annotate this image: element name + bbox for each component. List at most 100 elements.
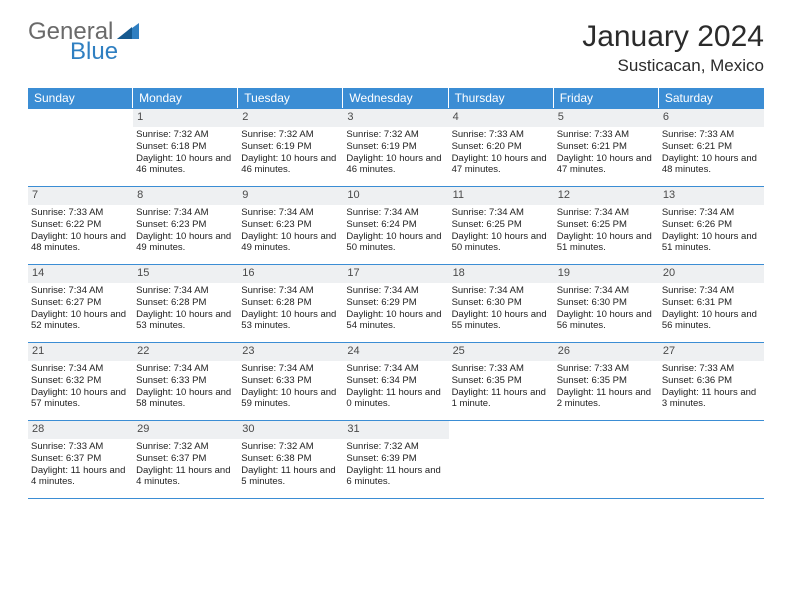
day-number: 26 bbox=[554, 343, 659, 361]
week-row: 1Sunrise: 7:32 AMSunset: 6:18 PMDaylight… bbox=[28, 108, 764, 186]
day-cell-4: 4Sunrise: 7:33 AMSunset: 6:20 PMDaylight… bbox=[449, 108, 554, 186]
day-details: Sunrise: 7:34 AMSunset: 6:25 PMDaylight:… bbox=[449, 205, 554, 259]
day-header-friday: Friday bbox=[554, 88, 659, 108]
day-cell-19: 19Sunrise: 7:34 AMSunset: 6:30 PMDayligh… bbox=[554, 264, 659, 342]
day-details: Sunrise: 7:34 AMSunset: 6:24 PMDaylight:… bbox=[343, 205, 448, 259]
day-details: Sunrise: 7:34 AMSunset: 6:30 PMDaylight:… bbox=[449, 283, 554, 337]
day-number: 13 bbox=[659, 187, 764, 205]
day-number: 9 bbox=[238, 187, 343, 205]
day-details: Sunrise: 7:34 AMSunset: 6:27 PMDaylight:… bbox=[28, 283, 133, 337]
day-details: Sunrise: 7:33 AMSunset: 6:22 PMDaylight:… bbox=[28, 205, 133, 259]
day-number: 2 bbox=[238, 109, 343, 127]
day-cell-26: 26Sunrise: 7:33 AMSunset: 6:35 PMDayligh… bbox=[554, 342, 659, 420]
day-details: Sunrise: 7:33 AMSunset: 6:36 PMDaylight:… bbox=[659, 361, 764, 415]
day-details: Sunrise: 7:32 AMSunset: 6:38 PMDaylight:… bbox=[238, 439, 343, 493]
day-details: Sunrise: 7:34 AMSunset: 6:23 PMDaylight:… bbox=[133, 205, 238, 259]
day-cell-7: 7Sunrise: 7:33 AMSunset: 6:22 PMDaylight… bbox=[28, 186, 133, 264]
day-header-monday: Monday bbox=[133, 88, 238, 108]
day-details: Sunrise: 7:34 AMSunset: 6:28 PMDaylight:… bbox=[238, 283, 343, 337]
sail-icon bbox=[115, 23, 139, 39]
day-cell-25: 25Sunrise: 7:33 AMSunset: 6:35 PMDayligh… bbox=[449, 342, 554, 420]
day-number: 18 bbox=[449, 265, 554, 283]
day-number: 10 bbox=[343, 187, 448, 205]
day-number: 29 bbox=[133, 421, 238, 439]
day-details: Sunrise: 7:32 AMSunset: 6:37 PMDaylight:… bbox=[133, 439, 238, 493]
day-number: 19 bbox=[554, 265, 659, 283]
day-details: Sunrise: 7:34 AMSunset: 6:30 PMDaylight:… bbox=[554, 283, 659, 337]
day-number: 1 bbox=[133, 109, 238, 127]
day-cell-2: 2Sunrise: 7:32 AMSunset: 6:19 PMDaylight… bbox=[238, 108, 343, 186]
empty-cell bbox=[659, 420, 764, 498]
day-cell-17: 17Sunrise: 7:34 AMSunset: 6:29 PMDayligh… bbox=[343, 264, 448, 342]
day-cell-31: 31Sunrise: 7:32 AMSunset: 6:39 PMDayligh… bbox=[343, 420, 448, 498]
week-row: 7Sunrise: 7:33 AMSunset: 6:22 PMDaylight… bbox=[28, 186, 764, 264]
day-header-sunday: Sunday bbox=[28, 88, 133, 108]
page-title: January 2024 bbox=[582, 20, 764, 54]
day-number: 15 bbox=[133, 265, 238, 283]
day-cell-1: 1Sunrise: 7:32 AMSunset: 6:18 PMDaylight… bbox=[133, 108, 238, 186]
day-header-wednesday: Wednesday bbox=[343, 88, 448, 108]
empty-cell bbox=[28, 108, 133, 186]
day-number: 24 bbox=[343, 343, 448, 361]
day-details: Sunrise: 7:33 AMSunset: 6:37 PMDaylight:… bbox=[28, 439, 133, 493]
empty-cell bbox=[449, 420, 554, 498]
day-number: 31 bbox=[343, 421, 448, 439]
day-headers-row: SundayMondayTuesdayWednesdayThursdayFrid… bbox=[28, 88, 764, 108]
day-number: 14 bbox=[28, 265, 133, 283]
day-cell-3: 3Sunrise: 7:32 AMSunset: 6:19 PMDaylight… bbox=[343, 108, 448, 186]
day-header-tuesday: Tuesday bbox=[238, 88, 343, 108]
day-cell-14: 14Sunrise: 7:34 AMSunset: 6:27 PMDayligh… bbox=[28, 264, 133, 342]
day-cell-24: 24Sunrise: 7:34 AMSunset: 6:34 PMDayligh… bbox=[343, 342, 448, 420]
day-details: Sunrise: 7:34 AMSunset: 6:29 PMDaylight:… bbox=[343, 283, 448, 337]
day-details: Sunrise: 7:32 AMSunset: 6:19 PMDaylight:… bbox=[343, 127, 448, 181]
week-row: 28Sunrise: 7:33 AMSunset: 6:37 PMDayligh… bbox=[28, 420, 764, 498]
day-number: 25 bbox=[449, 343, 554, 361]
day-details: Sunrise: 7:33 AMSunset: 6:35 PMDaylight:… bbox=[449, 361, 554, 415]
page-location: Susticacan, Mexico bbox=[582, 56, 764, 76]
day-number: 21 bbox=[28, 343, 133, 361]
day-cell-20: 20Sunrise: 7:34 AMSunset: 6:31 PMDayligh… bbox=[659, 264, 764, 342]
day-details: Sunrise: 7:34 AMSunset: 6:32 PMDaylight:… bbox=[28, 361, 133, 415]
day-cell-5: 5Sunrise: 7:33 AMSunset: 6:21 PMDaylight… bbox=[554, 108, 659, 186]
day-details: Sunrise: 7:33 AMSunset: 6:35 PMDaylight:… bbox=[554, 361, 659, 415]
day-details: Sunrise: 7:32 AMSunset: 6:19 PMDaylight:… bbox=[238, 127, 343, 181]
day-cell-11: 11Sunrise: 7:34 AMSunset: 6:25 PMDayligh… bbox=[449, 186, 554, 264]
day-number: 4 bbox=[449, 109, 554, 127]
day-cell-9: 9Sunrise: 7:34 AMSunset: 6:23 PMDaylight… bbox=[238, 186, 343, 264]
day-cell-16: 16Sunrise: 7:34 AMSunset: 6:28 PMDayligh… bbox=[238, 264, 343, 342]
day-number: 17 bbox=[343, 265, 448, 283]
day-cell-27: 27Sunrise: 7:33 AMSunset: 6:36 PMDayligh… bbox=[659, 342, 764, 420]
day-details: Sunrise: 7:34 AMSunset: 6:26 PMDaylight:… bbox=[659, 205, 764, 259]
day-number: 6 bbox=[659, 109, 764, 127]
day-number: 7 bbox=[28, 187, 133, 205]
day-cell-10: 10Sunrise: 7:34 AMSunset: 6:24 PMDayligh… bbox=[343, 186, 448, 264]
day-cell-23: 23Sunrise: 7:34 AMSunset: 6:33 PMDayligh… bbox=[238, 342, 343, 420]
day-number: 12 bbox=[554, 187, 659, 205]
day-number: 28 bbox=[28, 421, 133, 439]
title-area: January 2024 Susticacan, Mexico bbox=[582, 20, 764, 76]
day-header-saturday: Saturday bbox=[659, 88, 764, 108]
day-cell-15: 15Sunrise: 7:34 AMSunset: 6:28 PMDayligh… bbox=[133, 264, 238, 342]
day-details: Sunrise: 7:34 AMSunset: 6:23 PMDaylight:… bbox=[238, 205, 343, 259]
day-number: 8 bbox=[133, 187, 238, 205]
day-number: 23 bbox=[238, 343, 343, 361]
day-cell-22: 22Sunrise: 7:34 AMSunset: 6:33 PMDayligh… bbox=[133, 342, 238, 420]
week-row: 21Sunrise: 7:34 AMSunset: 6:32 PMDayligh… bbox=[28, 342, 764, 420]
day-cell-6: 6Sunrise: 7:33 AMSunset: 6:21 PMDaylight… bbox=[659, 108, 764, 186]
empty-cell bbox=[554, 420, 659, 498]
day-details: Sunrise: 7:34 AMSunset: 6:33 PMDaylight:… bbox=[133, 361, 238, 415]
header-row: General Blue January 2024 Susticacan, Me… bbox=[28, 20, 764, 76]
day-details: Sunrise: 7:34 AMSunset: 6:31 PMDaylight:… bbox=[659, 283, 764, 337]
day-details: Sunrise: 7:34 AMSunset: 6:33 PMDaylight:… bbox=[238, 361, 343, 415]
day-number: 30 bbox=[238, 421, 343, 439]
day-cell-28: 28Sunrise: 7:33 AMSunset: 6:37 PMDayligh… bbox=[28, 420, 133, 498]
week-row: 14Sunrise: 7:34 AMSunset: 6:27 PMDayligh… bbox=[28, 264, 764, 342]
day-header-thursday: Thursday bbox=[449, 88, 554, 108]
day-details: Sunrise: 7:33 AMSunset: 6:21 PMDaylight:… bbox=[659, 127, 764, 181]
day-details: Sunrise: 7:34 AMSunset: 6:34 PMDaylight:… bbox=[343, 361, 448, 415]
day-cell-18: 18Sunrise: 7:34 AMSunset: 6:30 PMDayligh… bbox=[449, 264, 554, 342]
day-number: 22 bbox=[133, 343, 238, 361]
day-number: 5 bbox=[554, 109, 659, 127]
day-cell-8: 8Sunrise: 7:34 AMSunset: 6:23 PMDaylight… bbox=[133, 186, 238, 264]
day-details: Sunrise: 7:32 AMSunset: 6:18 PMDaylight:… bbox=[133, 127, 238, 181]
